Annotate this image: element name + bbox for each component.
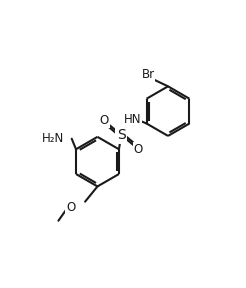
Text: O: O (100, 114, 109, 127)
Text: HN: HN (124, 113, 141, 126)
Text: S: S (117, 128, 126, 142)
Text: H₂N: H₂N (42, 132, 64, 145)
Text: O: O (134, 143, 143, 156)
Text: O: O (66, 201, 76, 214)
Text: Br: Br (141, 68, 154, 82)
